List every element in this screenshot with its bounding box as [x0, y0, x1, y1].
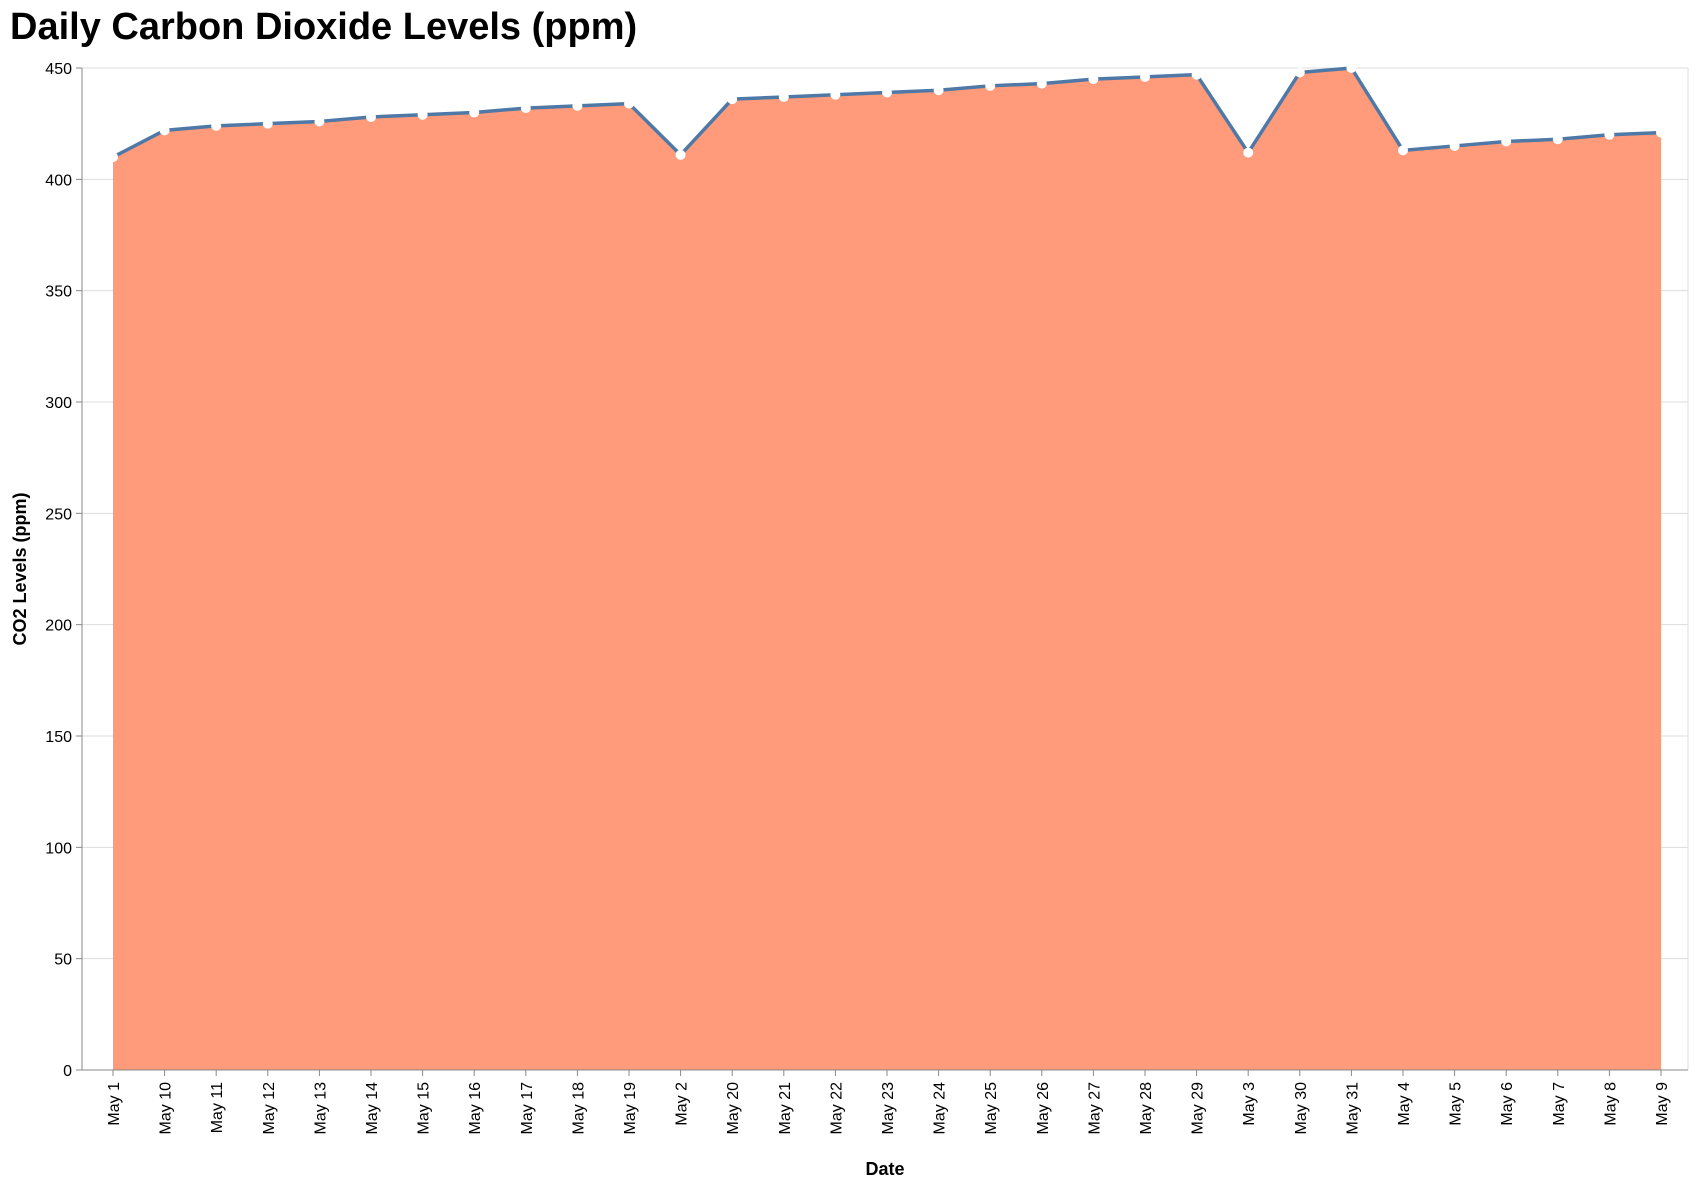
data-point	[1346, 63, 1357, 73]
data-point	[108, 152, 118, 163]
data-point	[1036, 78, 1047, 89]
data-point	[1088, 74, 1099, 85]
data-point	[159, 125, 170, 136]
y-tick-label: 250	[45, 506, 72, 523]
y-tick-label: 350	[45, 284, 72, 301]
x-tick-label: May 15	[416, 1082, 433, 1135]
data-point	[1398, 145, 1408, 156]
y-tick-label: 100	[45, 840, 72, 857]
data-point	[933, 85, 944, 96]
x-tick-label: May 1	[106, 1082, 123, 1126]
x-tick-label: May 10	[158, 1082, 175, 1135]
x-tick-label: May 3	[1241, 1082, 1258, 1126]
data-point	[417, 109, 428, 120]
x-tick-label: May 24	[932, 1082, 949, 1135]
data-points	[108, 63, 1666, 163]
data-point	[882, 87, 892, 98]
data-point	[469, 107, 480, 118]
x-tick-label: May 27	[1086, 1082, 1103, 1135]
data-point	[778, 91, 789, 102]
data-point	[1656, 127, 1666, 138]
x-tick-label: May 16	[467, 1082, 484, 1135]
x-tick-label: May 14	[364, 1082, 381, 1135]
area-fill	[113, 68, 1661, 1070]
x-tick-label: May 4	[1396, 1082, 1413, 1126]
data-point	[624, 98, 634, 109]
data-point	[830, 89, 841, 100]
x-tick-label: May 31	[1344, 1082, 1361, 1135]
x-tick-label: May 11	[209, 1082, 226, 1133]
data-point	[727, 94, 738, 105]
data-point	[985, 80, 996, 91]
x-tick-label: May 5	[1448, 1082, 1465, 1126]
x-tick-label: May 2	[674, 1082, 691, 1126]
x-tick-label: May 13	[312, 1082, 329, 1135]
y-axis-title: CO2 Levels (ppm)	[10, 492, 30, 645]
x-tick-label: May 28	[1138, 1082, 1155, 1135]
x-tick-label: May 25	[983, 1082, 1000, 1135]
x-tick-label: May 20	[725, 1082, 742, 1135]
axes: 0 50 100 150 200 250 300 350 400 450 May 1 May 10 Ma…	[45, 61, 1688, 1134]
x-tick-label: May 17	[519, 1082, 536, 1135]
x-tick-label: May 8	[1602, 1082, 1619, 1126]
area-layer	[112, 66, 1662, 1070]
x-tick-label: May 9	[1654, 1082, 1671, 1126]
data-point	[1191, 69, 1202, 80]
x-tick-label: May 6	[1499, 1082, 1516, 1126]
data-point	[1604, 129, 1615, 140]
data-point	[1501, 136, 1512, 147]
y-tick-label: 400	[45, 172, 72, 189]
x-tick-label: May 21	[777, 1082, 794, 1135]
x-tick-label: May 26	[1035, 1082, 1052, 1135]
x-tick-label: May 30	[1293, 1082, 1310, 1135]
data-point	[211, 120, 222, 131]
data-point	[520, 103, 531, 114]
data-point	[1449, 140, 1460, 151]
x-tick-label: May 29	[1190, 1082, 1207, 1135]
chart-title: Daily Carbon Dioxide Levels (ppm)	[10, 6, 638, 48]
data-point	[1243, 147, 1254, 158]
data-point	[1140, 71, 1150, 82]
y-tick-label: 300	[45, 395, 72, 412]
x-tick-label: May 23	[880, 1082, 897, 1135]
x-tick-label: May 22	[828, 1082, 845, 1135]
data-point	[675, 149, 686, 160]
data-point	[314, 116, 325, 127]
y-tick-label: 50	[54, 952, 72, 969]
data-point	[366, 111, 376, 122]
data-point	[262, 118, 273, 129]
y-tick-label: 450	[45, 61, 72, 78]
data-point	[1552, 134, 1563, 145]
y-tick-label: 200	[45, 618, 72, 635]
y-tick-label: 150	[45, 729, 72, 746]
x-tick-label: May 19	[622, 1082, 639, 1135]
x-tick-label: May 18	[570, 1082, 587, 1135]
x-axis-title: Date	[865, 1159, 904, 1179]
x-tick-label: May 12	[261, 1082, 278, 1135]
data-point	[572, 100, 583, 111]
y-tick-label: 0	[63, 1063, 72, 1080]
x-tick-label: May 7	[1551, 1082, 1568, 1126]
data-point	[1294, 67, 1305, 78]
